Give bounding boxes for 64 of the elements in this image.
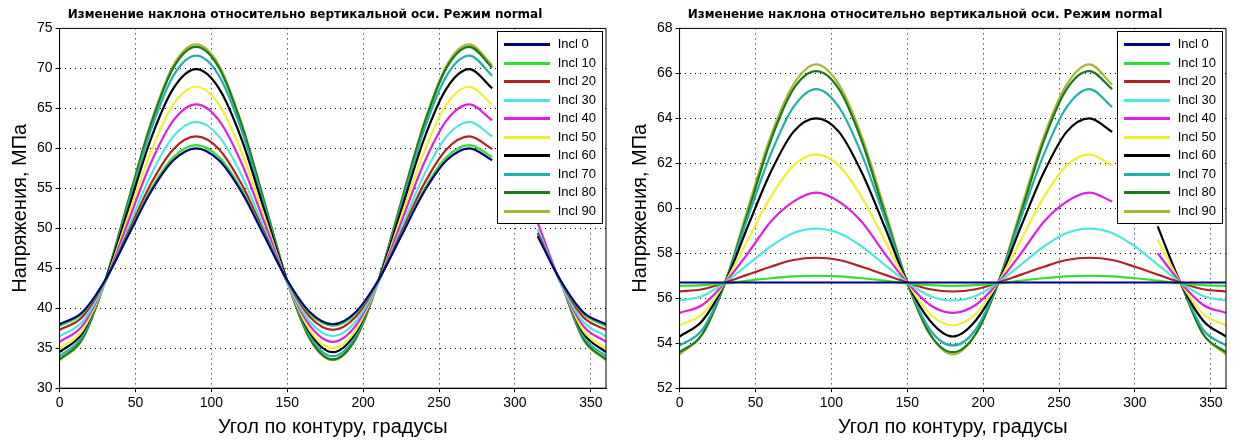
legend-label: Incl 10 xyxy=(1177,53,1216,72)
y-tick-label: 58 xyxy=(656,244,673,261)
y-tick-label: 52 xyxy=(656,379,673,396)
y-tick-label: 70 xyxy=(36,59,53,76)
y-tick-label: 75 xyxy=(36,19,53,36)
legend-label: Incl 60 xyxy=(1177,146,1216,165)
x-axis-title: Угол по контуру, градусы xyxy=(837,414,1068,437)
legend-label: Incl 60 xyxy=(557,146,596,165)
legend-label: Incl 0 xyxy=(557,35,589,54)
line-series xyxy=(679,227,1226,302)
x-tick-label: 250 xyxy=(427,394,451,411)
legend-label: Incl 30 xyxy=(1177,90,1216,109)
x-tick-label: 250 xyxy=(1047,394,1071,411)
x-tick-label: 300 xyxy=(503,394,527,411)
y-tick-label: 62 xyxy=(656,154,673,171)
x-tick-label: 50 xyxy=(127,394,144,411)
y-tick-label: 66 xyxy=(656,64,673,81)
legend-label: Incl 50 xyxy=(1177,127,1216,146)
y-tick-label: 55 xyxy=(36,179,53,196)
chart-title: Изменение наклона относительно вертикальной оси. Режим normal xyxy=(67,7,543,22)
legend-label: Incl 70 xyxy=(1177,164,1216,183)
y-tick-label: 60 xyxy=(36,139,53,156)
y-tick-label: 45 xyxy=(36,259,53,276)
x-tick-label: 150 xyxy=(275,394,300,411)
line-series xyxy=(679,274,1226,287)
y-axis-title: Напряжения, МПа xyxy=(627,122,650,293)
x-tick-label: 100 xyxy=(199,394,224,411)
y-tick-label: 56 xyxy=(656,289,673,306)
y-tick-label: 35 xyxy=(36,339,53,356)
line-series xyxy=(679,256,1226,293)
legend-label: Incl 40 xyxy=(1177,109,1216,128)
x-tick-label: 0 xyxy=(55,394,64,411)
x-tick-label: 350 xyxy=(1199,394,1223,411)
legend-label: Incl 20 xyxy=(1177,72,1216,91)
x-axis-title: Угол по контуру, градусы xyxy=(217,414,448,437)
y-axis-title: Напряжения, МПа xyxy=(7,122,30,293)
x-tick-label: 100 xyxy=(819,394,844,411)
x-tick-label: 50 xyxy=(747,394,764,411)
legend-label: Incl 0 xyxy=(1177,35,1209,54)
legend-label: Incl 70 xyxy=(557,164,596,183)
y-tick-label: 40 xyxy=(36,299,53,316)
y-tick-label: 60 xyxy=(656,199,673,216)
x-tick-label: 350 xyxy=(579,394,603,411)
x-tick-label: 150 xyxy=(895,394,920,411)
x-tick-label: 200 xyxy=(971,394,996,411)
legend-label: Incl 90 xyxy=(557,201,596,220)
legend-label: Incl 30 xyxy=(557,90,596,109)
x-tick-label: 0 xyxy=(675,394,684,411)
legend-label: Incl 80 xyxy=(1177,183,1216,202)
legend-label: Incl 80 xyxy=(557,183,596,202)
x-tick-label: 300 xyxy=(1123,394,1147,411)
legend-label: Incl 20 xyxy=(557,72,596,91)
y-tick-label: 65 xyxy=(36,99,53,116)
chart-title: Изменение наклона относительно вертикальной оси. Режим normal xyxy=(687,7,1163,22)
legend-label: Incl 40 xyxy=(557,109,596,128)
y-tick-label: 68 xyxy=(656,19,673,36)
y-tick-label: 54 xyxy=(656,334,673,351)
legend-label: Incl 50 xyxy=(557,127,596,146)
x-tick-label: 200 xyxy=(351,394,376,411)
y-tick-label: 50 xyxy=(36,219,53,236)
y-tick-label: 30 xyxy=(36,379,53,396)
legend-label: Incl 10 xyxy=(557,53,596,72)
y-tick-label: 64 xyxy=(656,109,673,126)
legend-label: Incl 90 xyxy=(1177,201,1216,220)
